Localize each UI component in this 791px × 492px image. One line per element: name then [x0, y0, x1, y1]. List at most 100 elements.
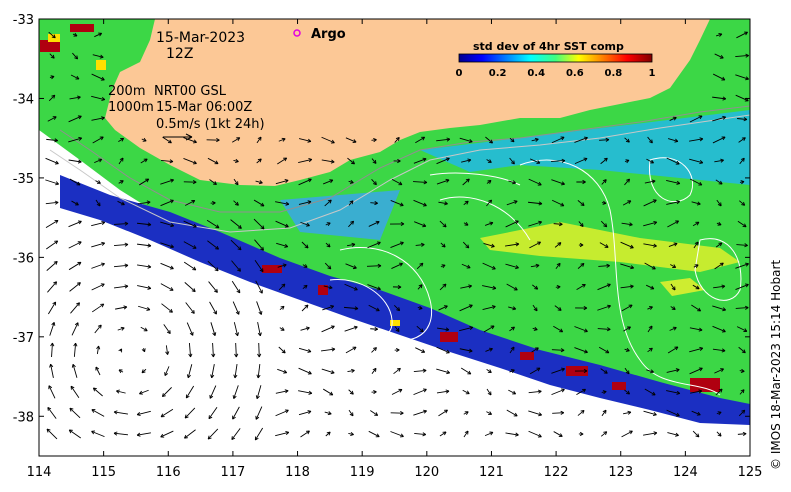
current-arrow: [345, 137, 357, 143]
current-arrow: [183, 137, 197, 143]
current-arrowhead: [674, 138, 679, 143]
current-arrowhead: [307, 138, 312, 143]
current-arrow: [413, 181, 427, 183]
current-arrow: [690, 390, 702, 394]
current-arrow: [301, 304, 309, 312]
current-arrow: [70, 385, 80, 399]
current-arrowhead: [168, 308, 173, 313]
current-arrowhead: [326, 431, 331, 436]
current-arrowhead: [464, 430, 469, 435]
current-arrowhead: [534, 347, 539, 352]
current-arrow: [436, 346, 450, 354]
current-arrowhead: [354, 306, 359, 311]
current-arrowhead: [353, 325, 358, 330]
current-arrowhead: [444, 201, 448, 206]
current-arrow: [300, 430, 310, 438]
current-arrowhead: [51, 322, 56, 326]
current-arrow: [486, 199, 492, 207]
current-arrow: [275, 179, 289, 185]
current-arrowhead: [741, 349, 746, 354]
current-arrow: [184, 407, 196, 419]
current-arrow: [528, 410, 542, 416]
current-arrowhead: [557, 307, 562, 311]
current-arrowhead: [258, 180, 263, 185]
current-arrowhead: [375, 433, 380, 438]
current-arrowhead: [76, 282, 81, 287]
current-arrow: [45, 179, 59, 185]
current-arrowhead: [422, 388, 427, 393]
current-arrowhead: [583, 368, 588, 374]
current-arrow: [136, 243, 152, 247]
current-arrowhead: [211, 200, 216, 206]
current-arrow: [72, 52, 78, 60]
current-arrowhead: [143, 158, 148, 163]
current-arrow: [666, 390, 680, 394]
current-arrowhead: [373, 389, 377, 395]
current-arrowhead: [77, 220, 82, 225]
current-arrowhead: [743, 328, 748, 332]
current-arrow: [483, 243, 495, 247]
current-arrow: [371, 368, 377, 374]
current-arrowhead: [696, 411, 701, 416]
current-arrowhead: [465, 244, 470, 249]
current-arrowhead: [580, 410, 585, 414]
current-arrowhead: [698, 367, 703, 372]
current-arrowhead: [170, 244, 174, 249]
current-arrowhead: [235, 310, 240, 315]
current-arrow: [370, 202, 378, 204]
current-arrow: [552, 412, 564, 414]
current-arrowhead: [557, 242, 562, 247]
current-arrowhead: [101, 262, 105, 267]
current-arrowhead: [464, 411, 469, 415]
current-arrowhead: [560, 410, 565, 415]
current-arrow: [647, 347, 653, 353]
current-arrowhead: [422, 368, 427, 373]
current-arrow: [394, 326, 400, 332]
current-arrow: [275, 201, 289, 205]
current-arrowhead: [675, 368, 680, 373]
current-arrowhead: [236, 137, 241, 141]
current-arrowhead: [699, 137, 704, 142]
current-arrow: [667, 432, 679, 436]
current-arrow: [45, 201, 59, 205]
current-arrow: [509, 346, 515, 354]
current-arrowhead: [694, 264, 699, 269]
current-arrow: [233, 200, 239, 206]
current-arrow: [551, 388, 565, 396]
current-arrowhead: [47, 406, 52, 411]
current-arrowhead: [537, 241, 541, 246]
current-arrowhead: [718, 180, 723, 185]
current-arrow: [278, 346, 286, 354]
current-arrowhead: [398, 181, 403, 186]
current-arrowhead: [169, 159, 174, 164]
current-arrowhead: [399, 202, 404, 207]
current-arrow: [715, 242, 723, 248]
current-arrowhead: [510, 138, 515, 143]
current-arrowhead: [672, 116, 677, 121]
current-arrow: [211, 364, 215, 378]
current-arrow: [300, 221, 310, 227]
current-arrowhead: [696, 201, 701, 206]
current-arrow: [300, 327, 310, 331]
current-arrowhead: [468, 284, 472, 289]
current-arrow: [462, 241, 470, 249]
current-arrow: [714, 368, 724, 374]
current-arrow: [184, 200, 196, 206]
current-arrow: [598, 265, 610, 267]
current-arrowhead: [651, 391, 656, 396]
current-arrow: [367, 284, 381, 290]
current-arrowhead: [468, 139, 473, 144]
date-label: 15-Mar-2023: [156, 30, 245, 46]
current-arrowhead: [535, 263, 540, 268]
current-arrowhead: [91, 430, 96, 435]
current-arrowhead: [653, 431, 658, 436]
current-arrowhead: [717, 221, 722, 226]
current-arrow: [712, 305, 726, 311]
current-arrowhead: [330, 305, 335, 309]
current-arrow: [348, 409, 354, 417]
current-arrowhead: [740, 389, 745, 394]
current-arrowhead: [650, 159, 654, 164]
current-arrowhead: [651, 265, 656, 270]
current-arrow: [91, 95, 105, 101]
current-arrow: [644, 180, 656, 184]
